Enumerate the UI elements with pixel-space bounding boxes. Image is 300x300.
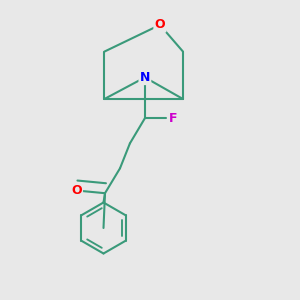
Text: N: N [140, 71, 150, 84]
Text: O: O [154, 18, 165, 32]
Text: O: O [71, 184, 82, 197]
Text: F: F [169, 112, 178, 125]
